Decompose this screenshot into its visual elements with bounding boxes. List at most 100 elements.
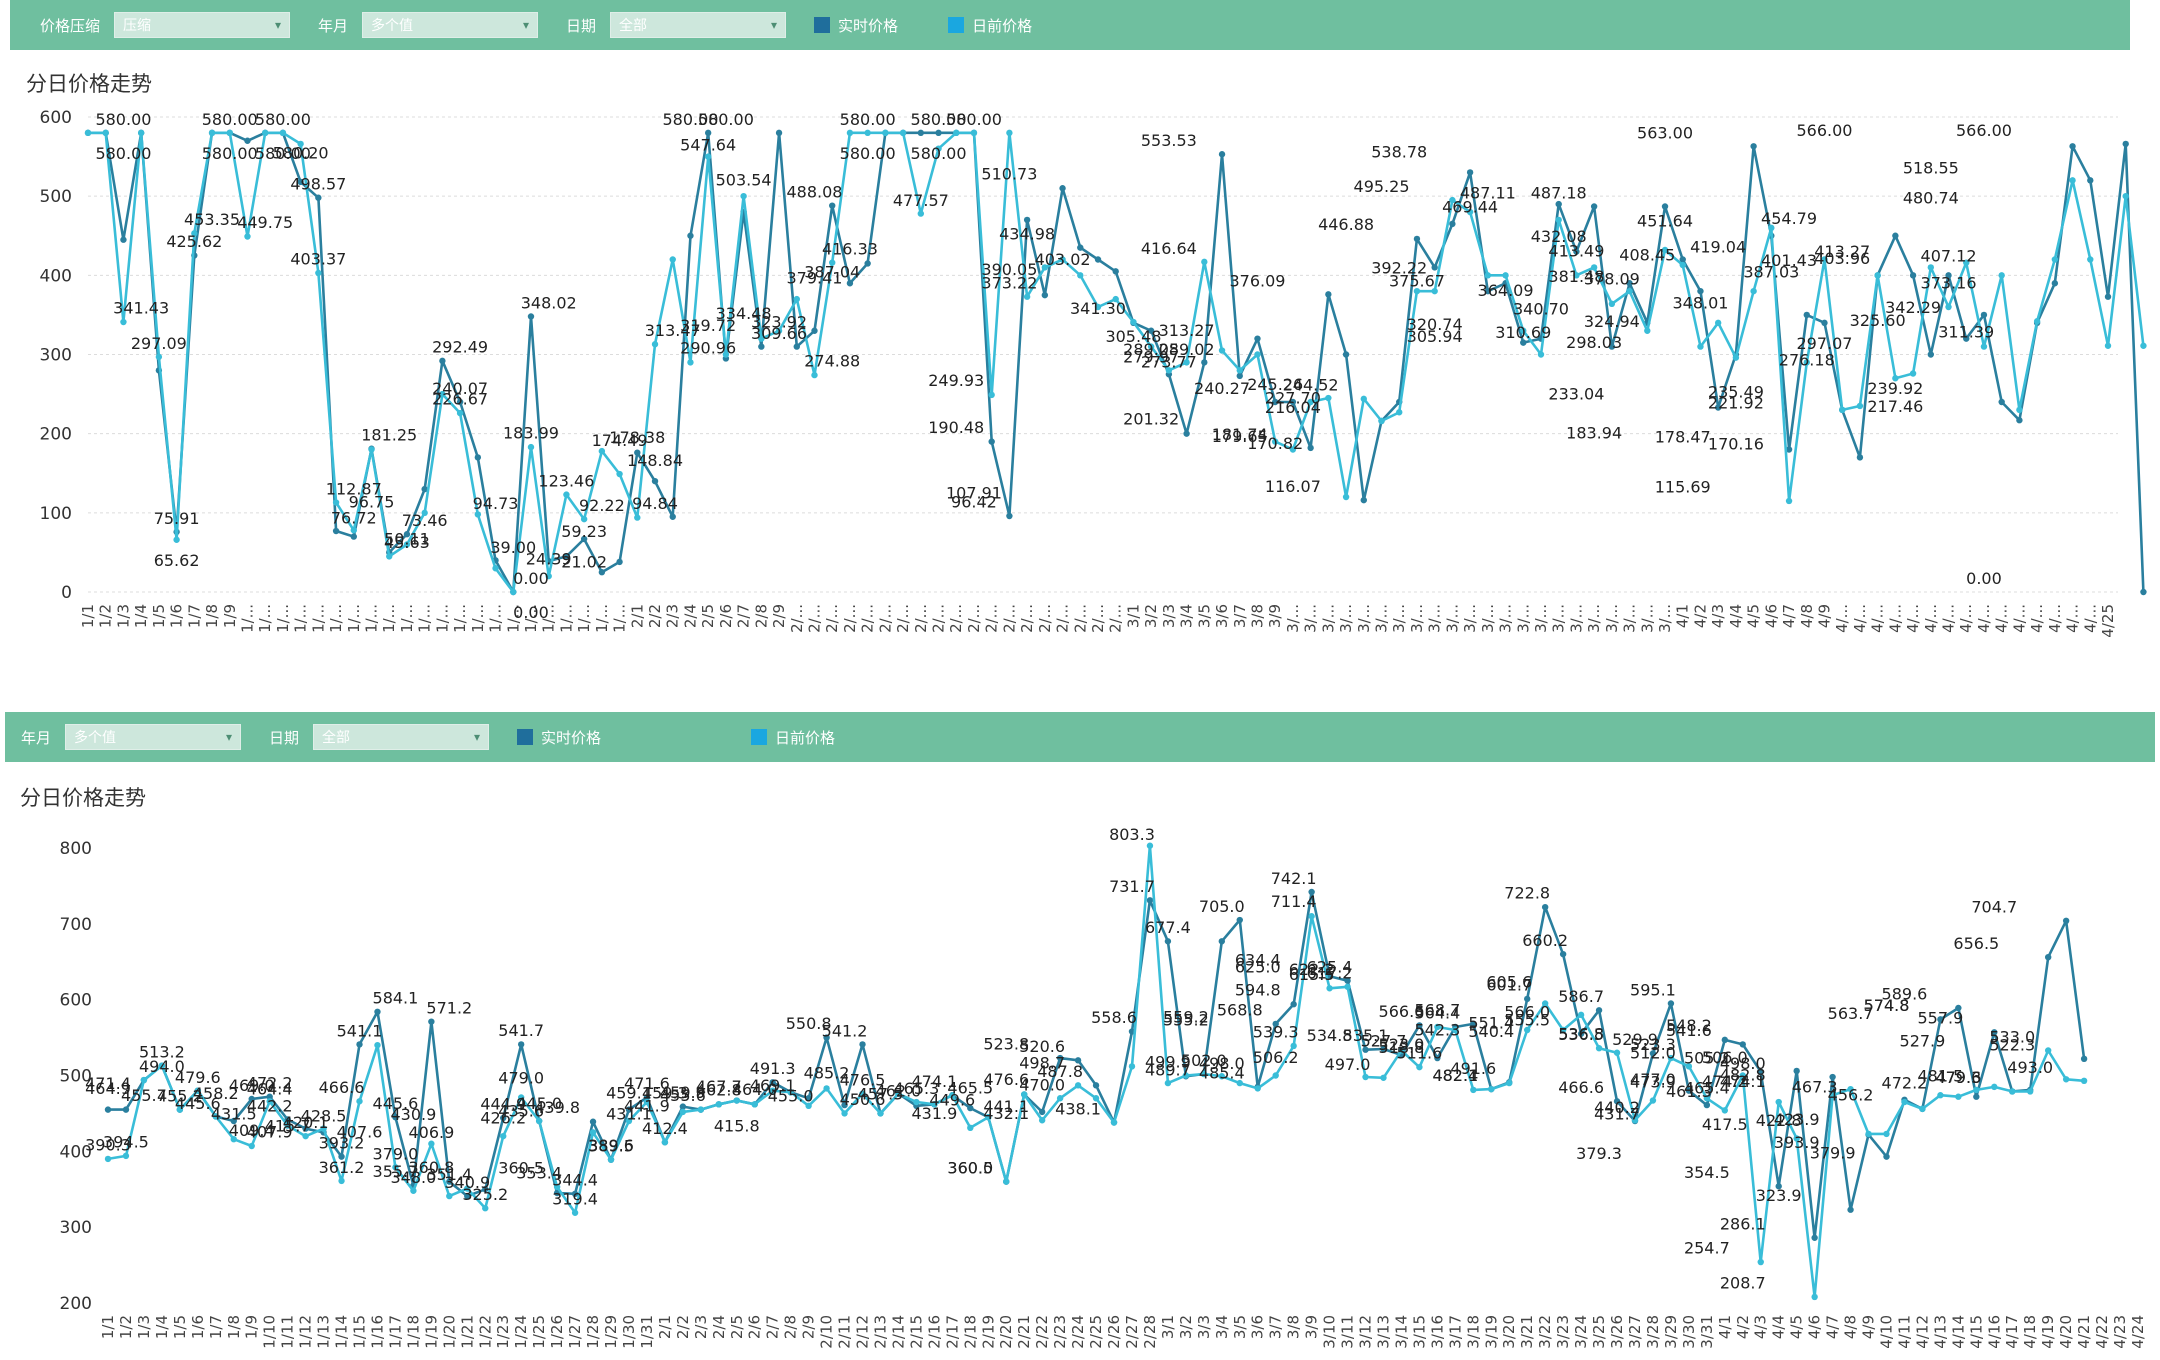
legend-dayahead-2[interactable]: 日前价格 — [751, 727, 835, 748]
data-label: 235.49 — [1708, 383, 1764, 402]
data-point — [1739, 1072, 1746, 1079]
data-point — [517, 1041, 525, 1048]
data-label: 566.0 — [1504, 1002, 1550, 1021]
data-label: 704.7 — [1971, 897, 2017, 916]
data-label: 432.08 — [1531, 227, 1587, 246]
data-point — [864, 129, 871, 137]
data-point — [1074, 1082, 1082, 1089]
x-tick-label: 1/... — [256, 604, 274, 633]
data-label: 320.74 — [1407, 315, 1463, 334]
data-point — [266, 1098, 273, 1105]
data-point — [302, 1125, 309, 1132]
data-label: 179.65 — [1212, 427, 1268, 446]
x-tick-label: 2/26 — [1105, 1315, 1123, 1349]
x-tick-label: 2/... — [1000, 604, 1018, 633]
data-point — [1937, 1016, 1944, 1023]
data-point — [350, 533, 357, 540]
data-point — [1416, 1063, 1423, 1071]
data-label: 170.16 — [1708, 434, 1764, 453]
legend-realtime[interactable]: 实时价格 — [814, 15, 898, 36]
data-point — [651, 341, 659, 348]
date-select[interactable]: 全部 ▾ — [610, 12, 787, 38]
data-point — [332, 527, 340, 535]
data-label: 208.7 — [1720, 1273, 1766, 1292]
x-tick-label: 1/3 — [114, 604, 132, 628]
data-label: 480.74 — [1903, 188, 1959, 207]
data-point — [553, 1183, 561, 1191]
data-point — [2051, 256, 2059, 263]
data-point — [176, 1106, 184, 1113]
x-tick-label: 3/14 — [1392, 1315, 1410, 1349]
data-point — [1452, 1026, 1459, 1034]
data-label: 305.48 — [1105, 327, 1161, 346]
data-point — [482, 1186, 489, 1193]
legend-realtime-2[interactable]: 实时价格 — [517, 727, 601, 748]
x-tick-label: 2/... — [912, 604, 930, 633]
data-label: 409.4 — [229, 1121, 275, 1140]
data-point — [1793, 1067, 1800, 1075]
x-tick-label: 3/30 — [1680, 1315, 1698, 1349]
data-label: 221.92 — [1708, 393, 1764, 412]
data-label: 431.1 — [606, 1105, 652, 1124]
year-month-select-2[interactable]: 多个值 ▾ — [65, 724, 242, 750]
data-label: 65.62 — [154, 551, 200, 570]
data-point — [967, 1104, 974, 1112]
price-compress-select[interactable]: 压缩 ▾ — [114, 12, 291, 38]
data-label: 541.7 — [498, 1021, 544, 1040]
data-label: 536.5 — [1558, 1025, 1604, 1044]
data-point — [1892, 375, 1899, 382]
data-label: 216.04 — [1265, 398, 1321, 417]
data-point — [2033, 318, 2041, 325]
x-tick-label: 3/... — [1479, 604, 1497, 633]
data-label: 482.8 — [1720, 1066, 1766, 1085]
data-label: 566.6 — [1379, 1002, 1425, 1021]
x-tick-label: 3/2 — [1177, 1315, 1195, 1339]
x-tick-label: 4/... — [1833, 604, 1851, 633]
x-tick-label: 3/24 — [1572, 1315, 1590, 1349]
x-tick-label: 1/26 — [548, 1315, 566, 1349]
data-point — [1649, 1097, 1657, 1104]
data-point — [244, 233, 251, 240]
data-point — [1991, 1083, 1998, 1091]
data-point — [1416, 1022, 1423, 1029]
data-label: 617.2 — [1307, 964, 1353, 983]
data-label: 445.6 — [175, 1094, 221, 1113]
data-label: 116.07 — [1265, 477, 1321, 496]
x-tick-label: 1/22 — [476, 1315, 494, 1349]
data-label: 59.23 — [561, 522, 607, 541]
data-point — [1839, 406, 1846, 414]
data-label: 0.00 — [513, 569, 549, 588]
data-label: 387.03 — [1743, 263, 1799, 282]
date-select-2[interactable]: 全部 ▾ — [313, 724, 490, 750]
data-point — [1973, 1086, 1980, 1094]
data-point — [1094, 303, 1102, 311]
legend-dayahead[interactable]: 日前价格 — [948, 15, 1032, 36]
data-label: 394.5 — [103, 1133, 149, 1152]
data-label: 239.92 — [1867, 379, 1923, 398]
data-label: 527.7 — [1361, 1031, 1407, 1050]
data-label: 420.1 — [283, 1113, 329, 1132]
data-label: 571.2 — [426, 999, 472, 1018]
year-month-select[interactable]: 多个值 ▾ — [362, 12, 539, 38]
data-label: 594.8 — [1235, 981, 1281, 1000]
data-label: 589.6 — [1882, 985, 1928, 1004]
x-tick-label: 2/27 — [1123, 1315, 1141, 1349]
data-point — [580, 515, 588, 523]
data-point — [492, 565, 499, 572]
x-tick-label: 2/23 — [1051, 1315, 1069, 1349]
data-label: 523.3 — [1630, 1035, 1676, 1054]
data-label: 245.26 — [1247, 375, 1303, 394]
data-point — [634, 514, 641, 521]
x-tick-label: 3/... — [1443, 604, 1461, 633]
x-tick-label: 3/21 — [1518, 1315, 1536, 1349]
data-point — [669, 513, 676, 520]
x-tick-label: 1/... — [274, 604, 292, 633]
x-tick-label: 1/27 — [566, 1315, 584, 1349]
data-label: 485.4 — [1199, 1064, 1245, 1083]
data-label: 538.78 — [1371, 142, 1427, 161]
data-label: 466.6 — [319, 1078, 365, 1097]
x-tick-label: 3/4 — [1213, 1315, 1231, 1339]
data-label: 432.1 — [983, 1104, 1029, 1123]
data-point — [1739, 1041, 1746, 1048]
x-tick-label: 2/5 — [728, 1315, 746, 1339]
